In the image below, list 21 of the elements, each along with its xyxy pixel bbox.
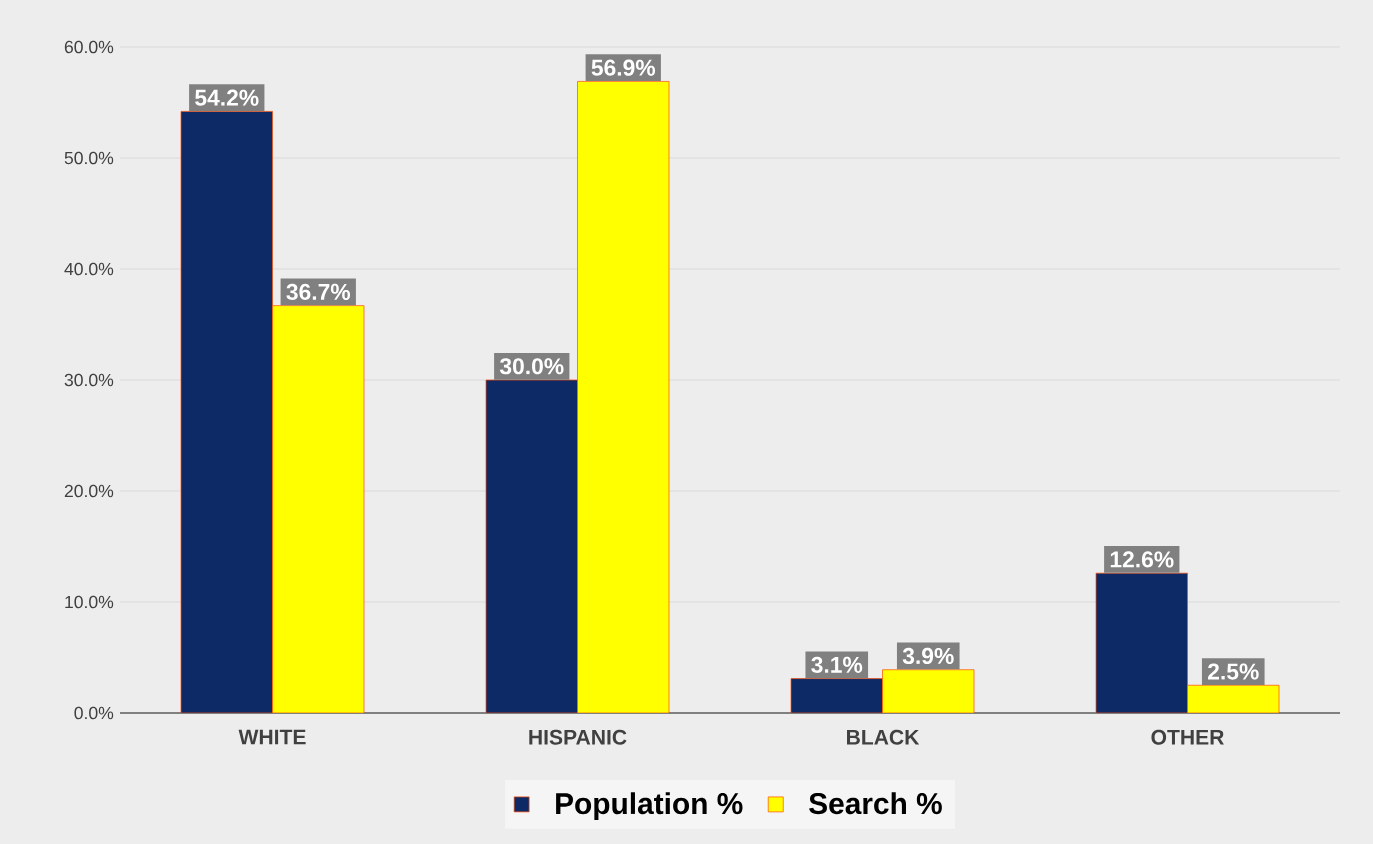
x-tick-label: WHITE [238,729,306,745]
y-tick-label: 0.0% [74,706,114,720]
data-label: 2.5% [1208,663,1259,680]
legend-label: Population % [556,792,743,821]
data-label: 3.1% [811,656,863,673]
data-label: 3.9% [902,647,954,665]
y-tick-label: 50.0% [64,151,114,165]
y-tick-label: 60.0% [64,40,114,54]
x-tick-label: BLACK [847,729,920,745]
data-label: 56.9% [591,59,656,76]
x-tick-label: HISPANIC [529,729,627,745]
data-label: 12.6% [1110,551,1174,568]
data-label: 30.0% [499,358,564,375]
y-tick-label: 10.0% [65,595,114,609]
data-label: 54.2% [195,89,259,106]
y-tick-label: 40.0% [64,262,114,276]
y-tick-label: 30.0% [64,373,114,387]
data-label: 36.7% [286,283,351,301]
y-tick-label: 20.0% [64,484,114,498]
legend-label: Search % [809,792,942,815]
x-tick-label: OTHER [1151,729,1224,745]
